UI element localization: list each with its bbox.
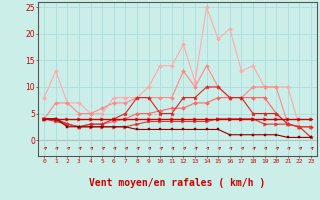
X-axis label: Vent moyen/en rafales ( km/h ): Vent moyen/en rafales ( km/h ) xyxy=(90,178,266,188)
